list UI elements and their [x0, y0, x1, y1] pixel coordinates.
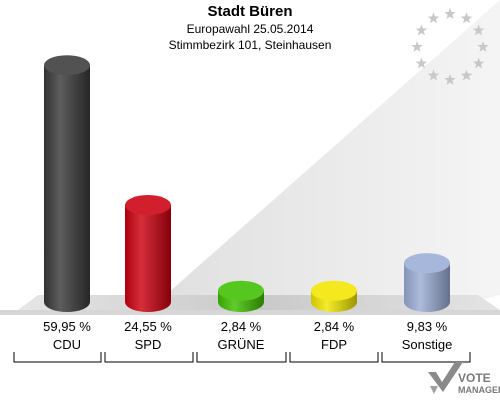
eu-star [460, 69, 473, 81]
bar-grüne [218, 280, 264, 312]
eu-stars-icon [411, 8, 489, 85]
bar-spd [125, 195, 171, 312]
chart-back-wall [160, 0, 500, 300]
eu-star [411, 41, 423, 52]
eu-star [460, 12, 473, 24]
bar-cdu [44, 55, 90, 312]
logo-line-2: MANAGER [458, 385, 500, 395]
category-label: SPD [135, 337, 162, 352]
category-bracket [196, 352, 287, 363]
eu-star [477, 41, 489, 52]
chart-floor-front [0, 310, 500, 315]
value-label: 2,84 % [221, 319, 262, 334]
bar-top [404, 253, 450, 274]
bar-top [125, 195, 171, 216]
category-label: CDU [53, 337, 81, 352]
bar-body [125, 205, 171, 312]
eu-star [427, 69, 440, 81]
eu-star [415, 24, 428, 36]
eu-star [472, 24, 485, 36]
checkmark-icon [428, 362, 463, 394]
logo-line-1: VOTE [458, 371, 491, 385]
value-label: 59,95 % [43, 319, 91, 334]
value-label: 24,55 % [124, 319, 172, 334]
bar-top [218, 280, 264, 301]
value-label: 2,84 % [314, 319, 355, 334]
category-bracket [104, 352, 194, 363]
bar-body [404, 263, 450, 312]
bar-group [44, 55, 450, 312]
label-group: 59,95 % CDU 24,55 % SPD 2,84 % GRÜNE 2,84 % FDP… [43, 319, 452, 352]
bar-top [44, 55, 90, 76]
category-label: Sonstige [402, 337, 453, 352]
eu-star [415, 57, 428, 69]
category-bracket [13, 352, 102, 363]
bar-sonstige [404, 253, 450, 312]
category-label: FDP [321, 337, 347, 352]
category-bracket [381, 352, 471, 363]
value-label: 9,83 % [407, 319, 448, 334]
category-label: GRÜNE [218, 337, 265, 352]
vote-manager-logo: VOTE MANAGER [428, 362, 500, 395]
chart-title: Stadt Büren [207, 3, 292, 20]
eu-star [444, 74, 456, 85]
eu-star [472, 57, 485, 69]
bar-fdp [311, 280, 357, 312]
eu-star [427, 12, 440, 24]
chart-district: Stimmbezirk 101, Steinhausen [169, 38, 332, 52]
bar-top [311, 280, 357, 301]
bar-body [44, 65, 90, 312]
eu-star [444, 8, 456, 19]
category-bracket [289, 352, 379, 363]
chart-subtitle: Europawahl 25.05.2014 [187, 22, 314, 36]
category-brackets [13, 352, 471, 363]
